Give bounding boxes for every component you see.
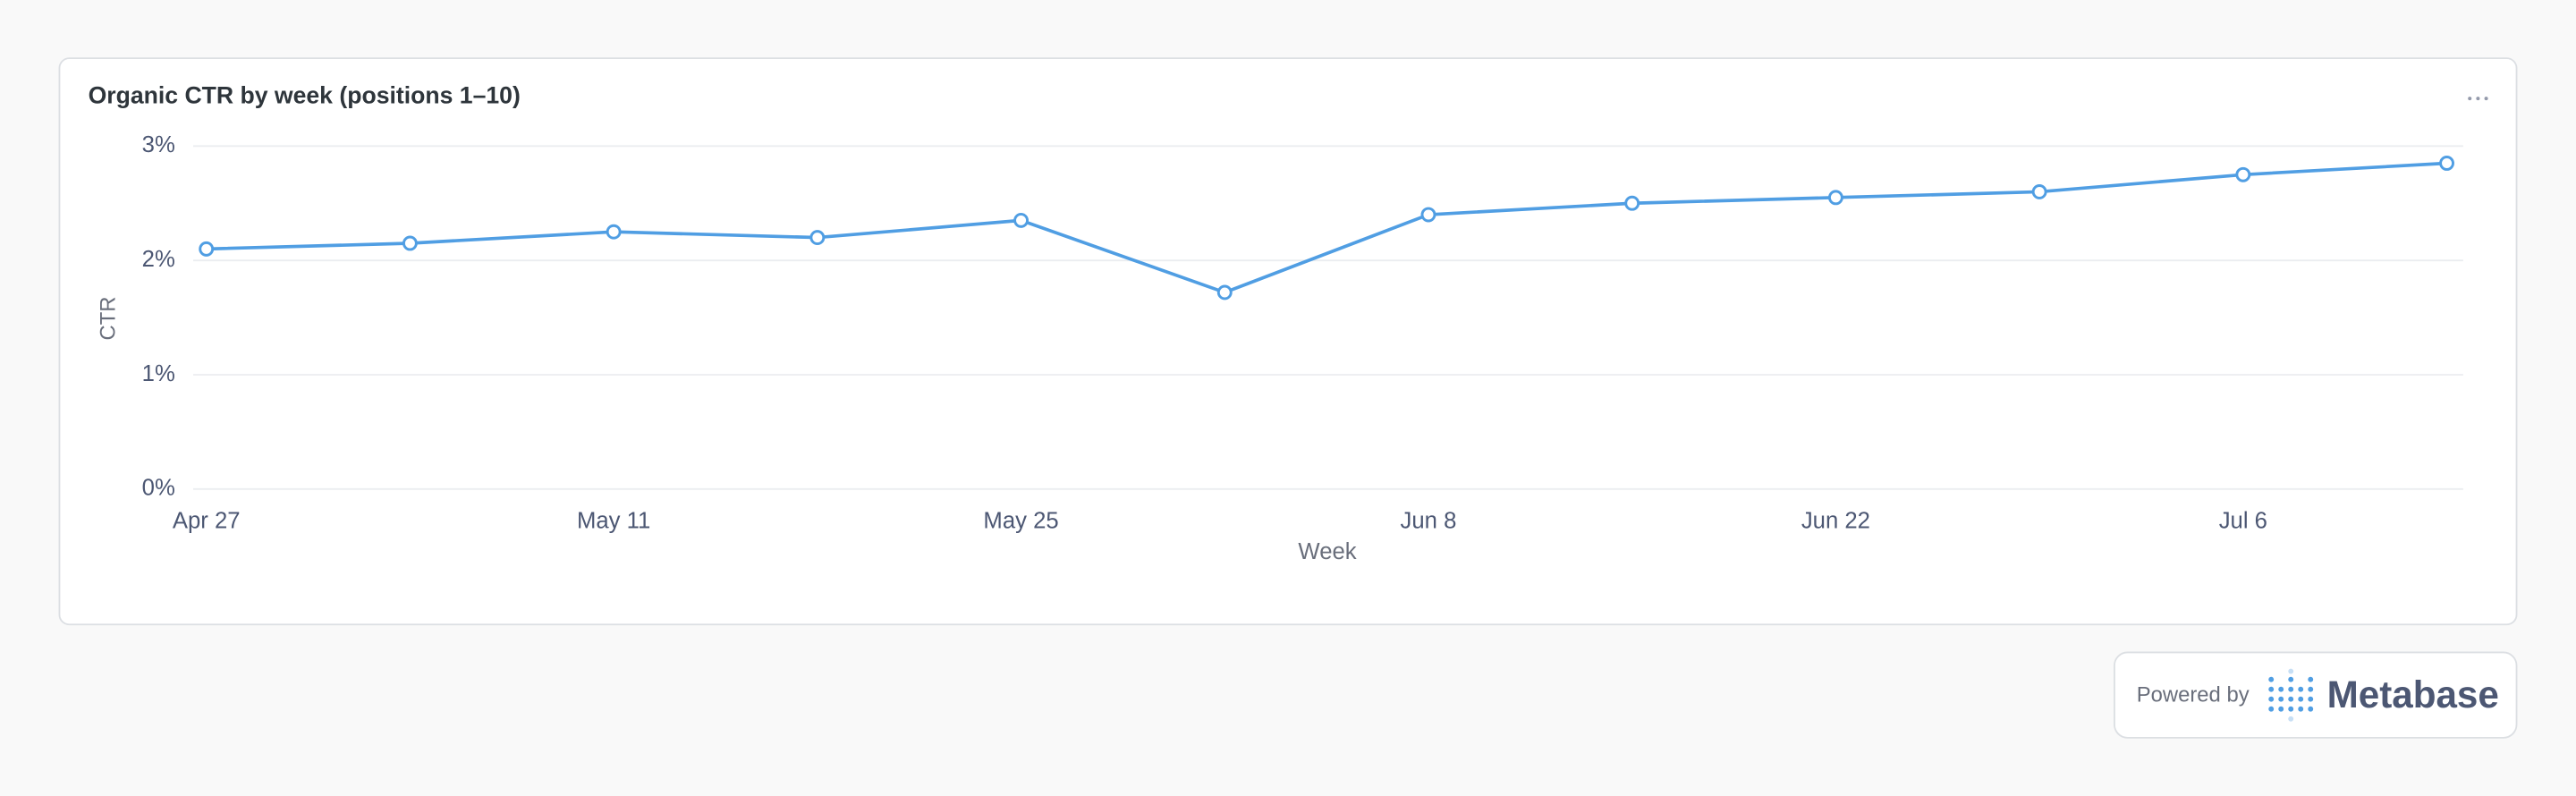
menu-dot	[2484, 97, 2488, 101]
point	[1013, 212, 1029, 228]
y-tick-label: 1%	[142, 361, 175, 386]
logo-dot	[2288, 668, 2294, 674]
logo-dot	[2268, 686, 2275, 692]
x-tick-label: Jun 8	[1401, 508, 1457, 533]
logo-dot	[2288, 696, 2294, 702]
logo-dot	[2298, 686, 2304, 692]
menu-dot	[2468, 97, 2472, 101]
logo-dot	[2278, 696, 2284, 702]
menu-dot	[2476, 97, 2480, 101]
point	[402, 235, 418, 251]
logo-dot	[2308, 686, 2314, 692]
logo-dot	[2278, 706, 2284, 712]
x-tick-label: May 25	[983, 508, 1058, 533]
x-tick-label: May 11	[577, 508, 650, 533]
point	[2439, 156, 2454, 171]
line	[206, 161, 2447, 294]
chart-title: Organic CTR by week (positions 1–10)	[89, 81, 521, 108]
plot: 0% 1% 2% 3% Apr 27 May 11 May 25 Jun 8 Jun 22 Jul…	[142, 132, 2463, 533]
logo-dot	[2268, 706, 2275, 712]
logo-dot	[2288, 706, 2294, 712]
y-tick-label: 2%	[142, 247, 175, 272]
logo-dot	[2308, 676, 2314, 682]
logo-dot	[2268, 676, 2275, 682]
point	[606, 224, 622, 240]
point	[809, 230, 826, 246]
logo-dot	[2288, 716, 2294, 722]
y-axis-label: CTR	[97, 296, 121, 340]
point	[1624, 195, 1640, 211]
card	[58, 57, 2518, 626]
more-menu[interactable]	[2468, 97, 2488, 101]
powered-by-badge[interactable]	[2114, 651, 2518, 739]
brand-name: Metabase	[2327, 673, 2499, 716]
y-tick-label: 3%	[142, 132, 175, 157]
metabase-logo	[2268, 668, 2314, 722]
powered-by-text: Powered by	[2137, 682, 2250, 707]
y-tick-label: 0%	[142, 476, 175, 501]
logo-dot	[2298, 696, 2304, 702]
point	[199, 241, 215, 257]
point	[1420, 207, 1436, 223]
x-tick-label: Apr 27	[173, 508, 241, 533]
x-axis-label: Week	[1298, 539, 1356, 564]
x-tick-label: Jul 6	[2219, 508, 2267, 533]
logo-dot	[2268, 696, 2275, 702]
point	[1216, 284, 1233, 301]
logo-dot	[2288, 686, 2294, 692]
logo-dot	[2278, 686, 2284, 692]
logo-dot	[2288, 676, 2294, 682]
logo-dot	[2308, 706, 2314, 712]
point	[2031, 184, 2047, 199]
point	[1827, 190, 1843, 206]
point	[2235, 166, 2251, 182]
logo-dot	[2308, 696, 2314, 702]
x-tick-label: Jun 22	[1801, 508, 1870, 533]
logo-dot	[2298, 706, 2304, 712]
